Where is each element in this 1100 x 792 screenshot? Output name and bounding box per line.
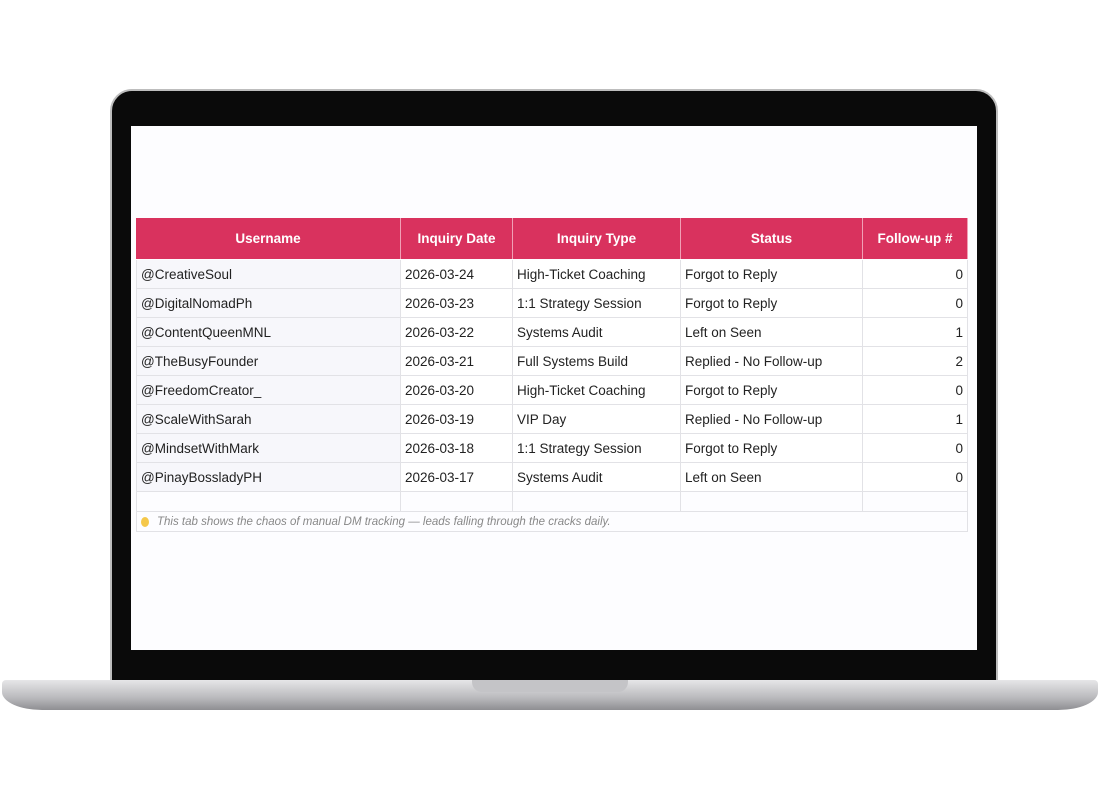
cell[interactable]: Forgot to Reply: [681, 289, 863, 318]
cell[interactable]: 2026-03-20: [401, 376, 513, 405]
column-header[interactable]: Inquiry Date: [401, 218, 513, 259]
number-cell[interactable]: 1: [863, 405, 968, 434]
column-header[interactable]: Follow-up #: [863, 218, 968, 259]
empty-cell: [863, 492, 968, 512]
cell[interactable]: @TheBusyFounder: [136, 347, 401, 376]
cell[interactable]: 2026-03-17: [401, 463, 513, 492]
number-cell[interactable]: 0: [863, 376, 968, 405]
cell[interactable]: @CreativeSoul: [136, 260, 401, 289]
number-cell[interactable]: 0: [863, 289, 968, 318]
cell[interactable]: @PinayBossladyPH: [136, 463, 401, 492]
cell[interactable]: 2026-03-22: [401, 318, 513, 347]
cell[interactable]: High-Ticket Coaching: [513, 260, 681, 289]
cell[interactable]: 2026-03-23: [401, 289, 513, 318]
column-header[interactable]: Username: [136, 218, 401, 259]
number-cell[interactable]: 0: [863, 434, 968, 463]
cell[interactable]: Left on Seen: [681, 318, 863, 347]
number-cell[interactable]: 1: [863, 318, 968, 347]
number-cell[interactable]: 2: [863, 347, 968, 376]
cell[interactable]: Forgot to Reply: [681, 260, 863, 289]
cell[interactable]: Replied - No Follow-up: [681, 347, 863, 376]
cell[interactable]: @ContentQueenMNL: [136, 318, 401, 347]
empty-cell: [681, 492, 863, 512]
empty-cell: [513, 492, 681, 512]
trackpad-notch: [472, 680, 628, 692]
column-header[interactable]: Inquiry Type: [513, 218, 681, 259]
column-header[interactable]: Status: [681, 218, 863, 259]
cell[interactable]: Systems Audit: [513, 318, 681, 347]
bulb-icon: [141, 517, 149, 527]
empty-cell: [136, 492, 401, 512]
cell[interactable]: Systems Audit: [513, 463, 681, 492]
cell[interactable]: VIP Day: [513, 405, 681, 434]
cell[interactable]: 1:1 Strategy Session: [513, 434, 681, 463]
cell[interactable]: Forgot to Reply: [681, 376, 863, 405]
cell[interactable]: @FreedomCreator_: [136, 376, 401, 405]
note-row: [136, 512, 968, 532]
empty-cell: [401, 492, 513, 512]
number-cell[interactable]: 0: [863, 260, 968, 289]
cell[interactable]: 2026-03-19: [401, 405, 513, 434]
cell[interactable]: Left on Seen: [681, 463, 863, 492]
cell[interactable]: Replied - No Follow-up: [681, 405, 863, 434]
cell[interactable]: @DigitalNomadPh: [136, 289, 401, 318]
cell[interactable]: 2026-03-21: [401, 347, 513, 376]
number-cell[interactable]: 0: [863, 463, 968, 492]
cell[interactable]: High-Ticket Coaching: [513, 376, 681, 405]
cell[interactable]: @MindsetWithMark: [136, 434, 401, 463]
cell[interactable]: 1:1 Strategy Session: [513, 289, 681, 318]
cell[interactable]: 2026-03-24: [401, 260, 513, 289]
cell[interactable]: @ScaleWithSarah: [136, 405, 401, 434]
cell[interactable]: Forgot to Reply: [681, 434, 863, 463]
cell[interactable]: Full Systems Build: [513, 347, 681, 376]
cell[interactable]: 2026-03-18: [401, 434, 513, 463]
note: This tab shows the chaos of manual DM tr…: [157, 516, 611, 528]
